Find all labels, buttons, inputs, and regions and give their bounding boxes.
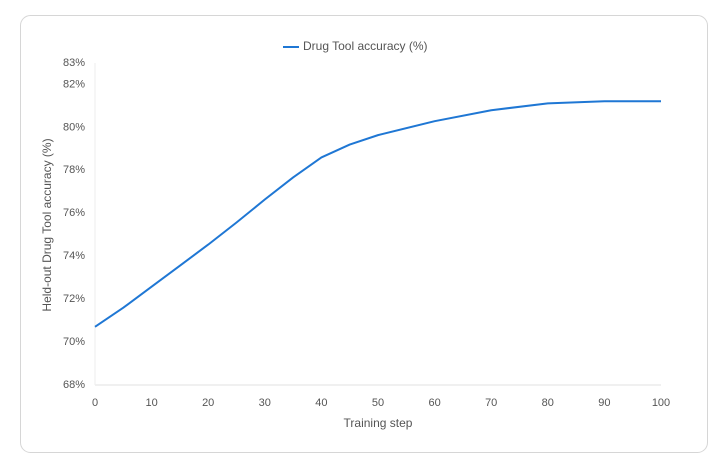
x-tick-label: 80 [542,397,554,409]
y-axis-label: Held-out Drug Tool accuracy (%) [40,138,54,311]
x-tick-label: 100 [652,397,670,409]
y-tick-label: 82% [63,78,85,90]
y-tick-label: 83% [63,57,85,69]
data-line [94,100,661,328]
x-tick-label: 10 [145,397,157,409]
x-tick-label: 60 [428,397,440,409]
x-tick-label: 0 [92,397,98,409]
x-tick-label: 30 [259,397,271,409]
x-tick-label: 20 [202,397,214,409]
x-tick-label: 70 [485,397,497,409]
legend-label: Drug Tool accuracy (%) [303,39,428,53]
y-tick-label: 70% [63,336,85,348]
y-tick-label: 80% [63,121,85,133]
y-tick-label: 68% [63,379,85,391]
y-tick-label: 72% [63,293,85,305]
x-axis-label: Training step [344,416,413,430]
x-tick-label: 50 [372,397,384,409]
y-tick-label: 74% [63,250,85,262]
x-tick-label: 90 [598,397,610,409]
card [20,15,708,453]
y-tick-label: 78% [63,164,85,176]
y-tick-label: 76% [63,207,85,219]
x-tick-label: 40 [315,397,327,409]
